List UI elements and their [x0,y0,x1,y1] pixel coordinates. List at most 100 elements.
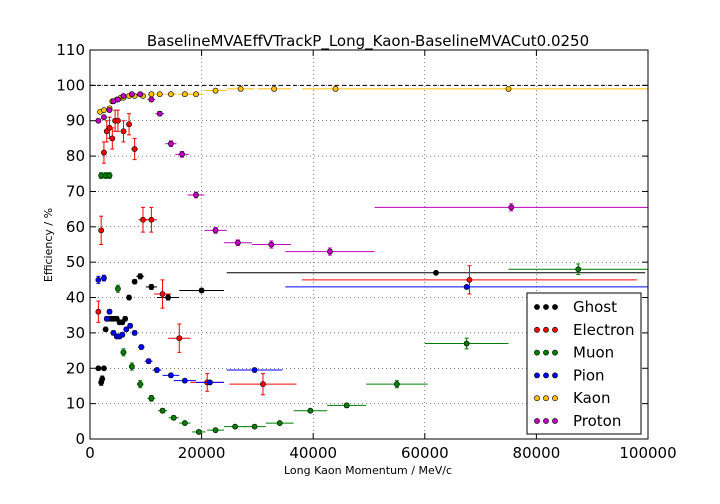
data-point-muon [508,263,648,276]
marker [307,407,314,414]
data-point-ghost [122,315,129,322]
data-point-ghost [95,365,102,372]
marker [101,107,107,114]
data-point-muon [158,407,168,414]
marker [99,375,106,382]
data-point-electron [302,265,637,295]
legend-marker [543,418,549,424]
marker [181,420,188,426]
data-point-muon [98,172,105,179]
marker [95,276,102,283]
data-point-pion [123,326,130,333]
data-point-electron [120,120,127,143]
data-point-muon [128,362,135,371]
marker [145,358,152,365]
marker [181,91,188,98]
data-point-proton [120,93,127,99]
data-point-muon [179,420,191,426]
marker [212,227,219,234]
data-point-pion [131,330,138,336]
legend-marker [552,349,558,356]
marker [115,96,121,103]
data-point-pion [119,331,126,338]
x-axis-label: Long Kaon Momentum / MeV/c [284,464,452,477]
marker [327,248,333,255]
marker [508,204,515,211]
legend-marker [534,372,540,379]
marker [101,114,107,121]
marker [131,278,138,285]
data-point-kaon [165,91,177,98]
marker [212,427,219,434]
marker [110,330,117,336]
data-point-proton [285,247,375,256]
marker [156,110,163,117]
marker [137,91,144,98]
data-point-muon [243,423,266,430]
marker [109,135,116,142]
data-point-kaon [155,91,165,98]
data-point-ghost [156,294,180,301]
series-muon [98,172,648,435]
data-point-pion [162,372,180,379]
marker [237,86,244,92]
marker [234,239,241,246]
marker [148,96,155,103]
data-point-electron [101,141,107,164]
marker [268,241,275,248]
legend-label: Pion [573,366,605,384]
marker [181,377,188,384]
data-point-ghost [226,269,646,276]
marker [260,381,266,388]
plot-frame [89,49,649,440]
marker [168,372,174,379]
marker [101,275,107,281]
marker [154,367,160,373]
data-point-muon [265,420,294,426]
data-point-pion [173,377,197,384]
data-point-kaon [188,91,204,98]
data-point-ghost [179,287,224,294]
data-point-proton [175,150,189,158]
marker [128,363,135,370]
data-point-muon [147,395,156,402]
marker [168,140,174,147]
data-point-pion [103,315,110,322]
x-tick-label: 100000 [619,444,676,462]
marker [195,429,202,435]
legend-label: Muon [573,344,614,362]
marker [393,381,400,388]
data-point-muon [106,172,113,179]
series-pion [95,274,648,386]
marker [463,340,470,347]
legend-entry-muon: Muon [534,344,614,362]
marker [575,266,582,273]
data-point-pion [106,308,113,315]
marker [156,91,163,98]
marker [131,330,138,336]
marker [466,276,473,283]
data-point-electron [154,279,171,309]
legend: Ghost Electron Muon Pion Kaon Proton [526,292,642,435]
legend-entry-kaon: Kaon [534,389,610,407]
data-point-ghost [102,326,109,333]
data-point-muon [327,402,367,409]
data-point-ghost [126,294,132,301]
marker [115,285,121,292]
marker [138,344,145,350]
data-point-muon [366,380,428,389]
marker [207,379,213,386]
data-point-pion [226,367,283,373]
y-tick-label: 60 [66,218,85,236]
marker [122,315,129,322]
legend-marker [534,418,540,424]
marker [95,365,102,372]
chart-title: BaselineMVAEffVTrackP_Long_Kaon-Baseline… [147,32,589,51]
data-point-muon [207,427,224,434]
series-proton [95,91,648,256]
marker [137,273,144,280]
marker [95,117,102,124]
marker [148,284,155,290]
marker [148,395,155,402]
x-tick-label: 0 [85,444,95,462]
